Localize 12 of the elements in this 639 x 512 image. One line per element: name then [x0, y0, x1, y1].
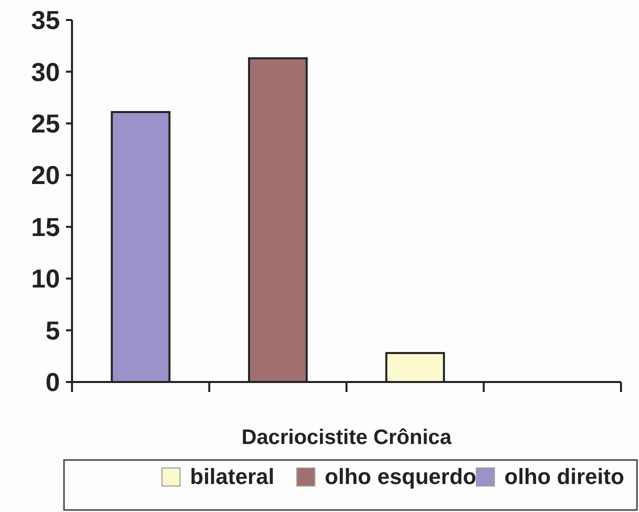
y-tick-label: 25 [31, 108, 60, 139]
y-tick-label: 5 [46, 315, 60, 346]
legend-label: olho esquerdo [324, 464, 476, 489]
y-tick-label: 15 [31, 212, 60, 242]
y-tick-label: 10 [31, 264, 60, 294]
y-tick-label: 20 [31, 160, 60, 190]
y-tick-label: 0 [46, 367, 60, 398]
legend-label: bilateral [190, 464, 274, 489]
legend-label: olho direito [504, 464, 624, 489]
y-tick-label: 30 [31, 56, 60, 87]
x-axis-title: Dacriocistite Crônica [241, 426, 452, 449]
y-tick-label: 35 [31, 5, 60, 36]
